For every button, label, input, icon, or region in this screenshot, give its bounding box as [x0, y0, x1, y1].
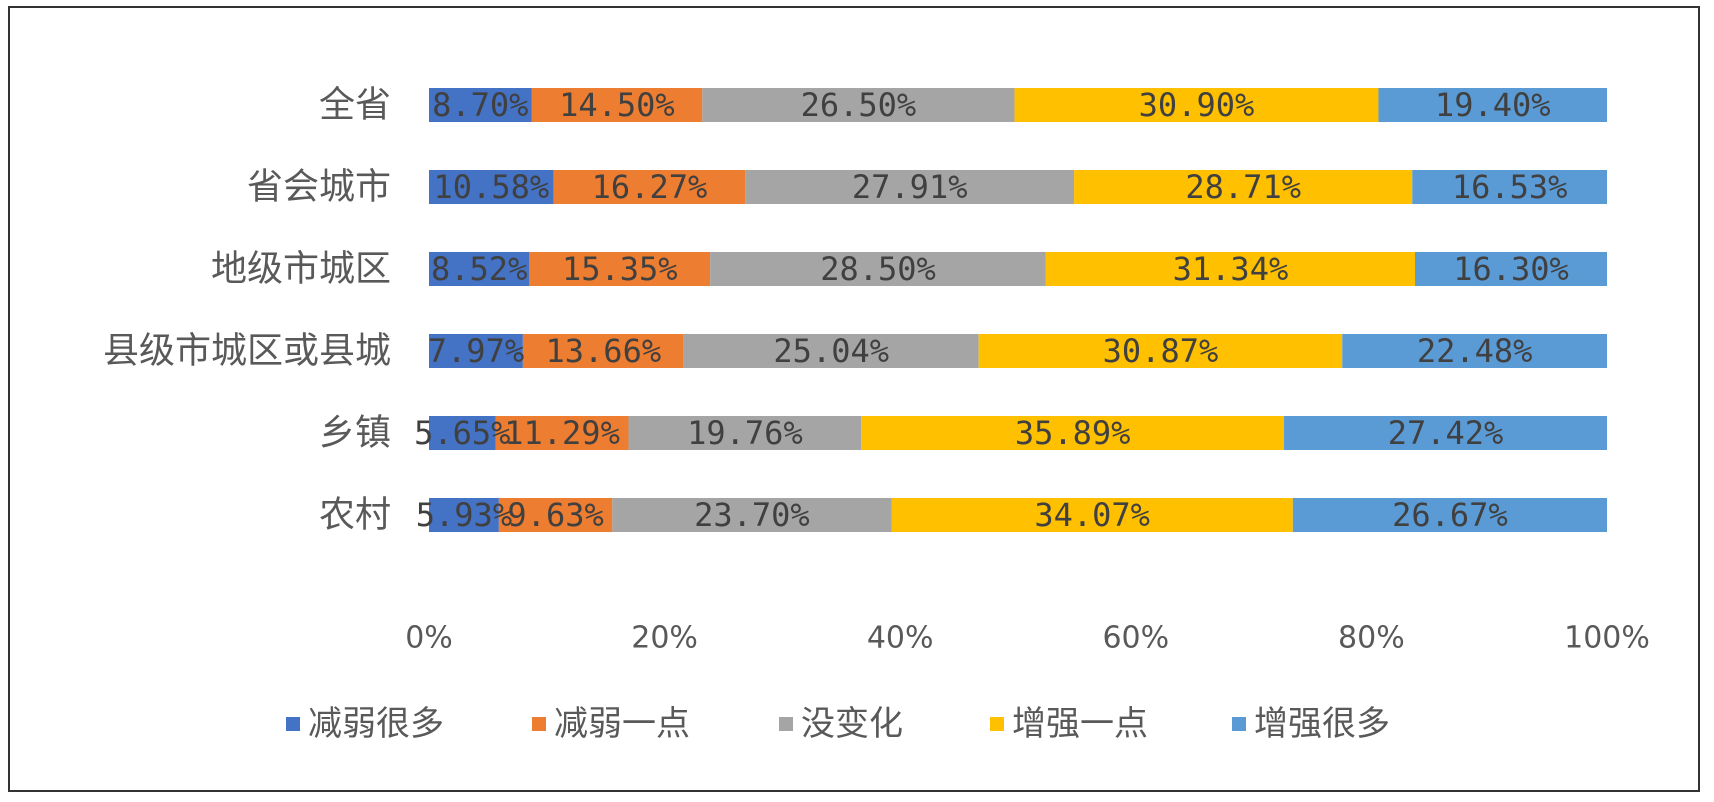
category-label: 县级市城区或县城	[103, 331, 391, 372]
data-label: 10.58%	[434, 168, 550, 206]
chart-frame	[8, 6, 1700, 792]
bar-segment	[710, 252, 1046, 286]
bar-segment	[683, 334, 979, 368]
bars-layer	[429, 88, 1607, 532]
data-label: 5.65%	[414, 414, 510, 452]
bar-segment	[612, 498, 892, 532]
legend-swatch	[990, 717, 1004, 731]
legend-swatch	[286, 717, 300, 731]
bar-segment	[498, 498, 613, 532]
data-label: 30.90%	[1139, 86, 1255, 124]
x-axis-ticks: 0% 20% 40% 60% 80% 100%	[405, 621, 1650, 656]
bar-segment	[1415, 252, 1607, 286]
x-tick-label: 0%	[405, 621, 453, 656]
data-label: 16.27%	[592, 168, 708, 206]
data-label: 26.67%	[1392, 496, 1508, 534]
bar-segment	[1292, 498, 1607, 532]
data-label: 35.89%	[1015, 414, 1131, 452]
data-label: 25.04%	[773, 332, 889, 370]
legend-swatch	[779, 717, 793, 731]
bar-segment	[495, 416, 629, 450]
data-label: 19.40%	[1435, 86, 1551, 124]
x-tick-label: 20%	[631, 621, 698, 656]
bar-segment	[1284, 416, 1607, 450]
bar-segment	[429, 88, 532, 122]
data-labels-layer: 8.70% 14.50% 26.50% 30.90% 19.40% 10.58% 16.27…	[414, 86, 1569, 534]
bar-segment	[891, 498, 1293, 532]
data-label: 28.71%	[1185, 168, 1301, 206]
bar-segment	[522, 334, 684, 368]
x-tick-label: 40%	[867, 621, 934, 656]
data-label: 9.63%	[507, 496, 603, 534]
category-label: 省会城市	[247, 167, 391, 208]
data-label: 34.07%	[1034, 496, 1150, 534]
bar-segment	[978, 334, 1343, 368]
bar-segment	[529, 252, 711, 286]
legend-label: 减弱很多	[308, 704, 444, 744]
bar-segment	[1014, 88, 1379, 122]
data-label: 22.48%	[1417, 332, 1533, 370]
bar-segment	[429, 498, 499, 532]
bar-segment	[429, 334, 523, 368]
bar-segment	[429, 416, 496, 450]
bar-segment	[628, 416, 862, 450]
data-label: 11.29%	[504, 414, 620, 452]
data-label: 8.52%	[431, 250, 527, 288]
bar-segment	[1074, 170, 1413, 204]
data-label: 30.87%	[1103, 332, 1219, 370]
bar-segment	[745, 170, 1075, 204]
data-label: 8.70%	[432, 86, 528, 124]
legend-label: 增强很多	[1254, 704, 1390, 744]
category-label: 农村	[319, 495, 391, 536]
category-label: 乡镇	[319, 413, 391, 454]
data-label: 31.34%	[1173, 250, 1289, 288]
bar-segment	[861, 416, 1285, 450]
data-label: 27.42%	[1388, 414, 1504, 452]
bar-segment	[1342, 334, 1607, 368]
data-label: 26.50%	[801, 86, 917, 124]
data-label: 27.91%	[852, 168, 968, 206]
bar-segment	[531, 88, 703, 122]
x-tick-label: 100%	[1564, 621, 1650, 656]
data-label: 13.66%	[546, 332, 662, 370]
data-label: 15.35%	[562, 250, 678, 288]
bar-segment	[1412, 170, 1607, 204]
legend-label: 增强一点	[1012, 704, 1148, 744]
data-label: 16.30%	[1453, 250, 1569, 288]
bar-segment	[429, 170, 554, 204]
data-label: 5.93%	[416, 496, 512, 534]
data-label: 28.50%	[820, 250, 936, 288]
legend-swatch	[1232, 717, 1246, 731]
legend-label: 没变化	[801, 704, 903, 744]
category-label: 地级市城区	[211, 249, 391, 290]
legend: 减弱很多 减弱一点 没变化 增强一点 增强很多	[286, 704, 1390, 744]
bar-segment	[553, 170, 746, 204]
data-label: 14.50%	[559, 86, 675, 124]
x-tick-label: 60%	[1102, 621, 1169, 656]
bar-segment	[1378, 88, 1607, 122]
data-label: 16.53%	[1452, 168, 1568, 206]
legend-label: 减弱一点	[554, 704, 690, 744]
legend-swatch	[532, 717, 546, 731]
x-tick-label: 80%	[1338, 621, 1405, 656]
data-label: 7.97%	[428, 332, 524, 370]
bar-segment	[429, 252, 530, 286]
bar-segment	[1045, 252, 1416, 286]
bar-segment	[702, 88, 1015, 122]
data-label: 23.70%	[694, 496, 810, 534]
data-label: 19.76%	[687, 414, 803, 452]
category-label: 全省	[319, 85, 391, 126]
